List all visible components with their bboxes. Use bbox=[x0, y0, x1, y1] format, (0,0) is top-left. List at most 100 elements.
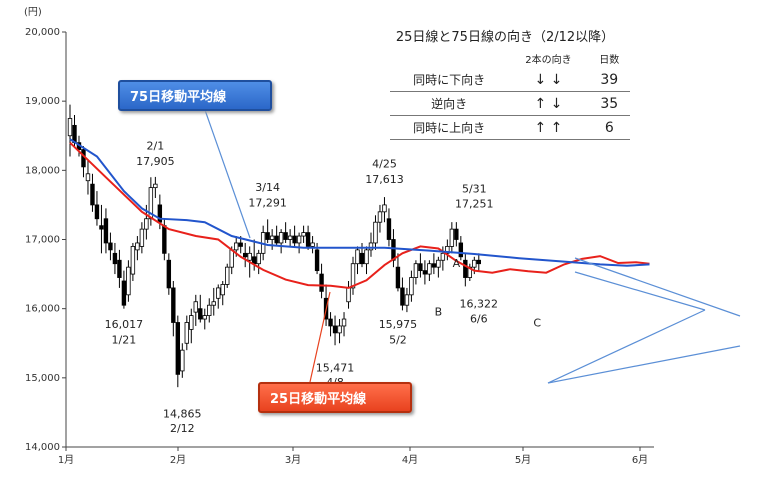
candle-body bbox=[166, 259, 172, 289]
candle-body bbox=[454, 228, 459, 240]
candle-body bbox=[472, 259, 477, 268]
data-label: 2/1 bbox=[147, 140, 165, 153]
ma25-callout-label: 25日移動平均線 bbox=[270, 392, 367, 407]
candle-body bbox=[171, 287, 176, 323]
chart-axes: 14,000 15,000 16,000 17,000 18,000 19,000 20,0… bbox=[24, 7, 654, 466]
x-tick-label: 2月 bbox=[170, 454, 186, 466]
candle-body bbox=[211, 301, 216, 306]
data-label: 17,251 bbox=[455, 198, 494, 211]
candle-body bbox=[476, 259, 481, 265]
x-tick-label: 3月 bbox=[285, 454, 301, 466]
data-label: 17,291 bbox=[248, 196, 287, 209]
data-label: 15,975 bbox=[379, 318, 418, 331]
candle-body bbox=[193, 301, 198, 313]
trendline-c bbox=[547, 309, 706, 384]
y-tick-label: 14,000 bbox=[25, 442, 60, 453]
candle-body bbox=[198, 308, 203, 320]
table-header-direction: 2本の向き bbox=[525, 55, 572, 66]
candle-body bbox=[90, 183, 95, 206]
y-tick-label: 15,000 bbox=[25, 373, 60, 384]
candle-body bbox=[103, 218, 109, 244]
candle-body bbox=[216, 287, 221, 299]
candle-body bbox=[126, 266, 131, 296]
y-unit-label: (円) bbox=[24, 7, 42, 18]
candle-body bbox=[463, 259, 468, 278]
x-tick-label: 1月 bbox=[58, 454, 74, 466]
row-days: 35 bbox=[588, 91, 630, 116]
table-row: 逆向き ↑ ↓ 35 bbox=[390, 91, 630, 116]
data-label: 17,905 bbox=[136, 155, 175, 168]
candle-body bbox=[292, 235, 297, 244]
row-label: 同時に下向き bbox=[390, 68, 509, 92]
candle-body bbox=[229, 249, 234, 268]
candle-body bbox=[238, 242, 243, 247]
candle-body bbox=[180, 349, 185, 372]
pattern-label: B bbox=[435, 306, 443, 319]
candle-body bbox=[242, 252, 248, 258]
candle-body bbox=[130, 246, 136, 275]
candle-body bbox=[67, 118, 73, 137]
x-tick-label: 6月 bbox=[632, 454, 648, 466]
candle-body bbox=[409, 277, 414, 296]
row-days: 39 bbox=[588, 68, 630, 92]
candle-body bbox=[395, 266, 401, 289]
candle-body bbox=[287, 235, 293, 240]
data-label: 15,471 bbox=[316, 362, 355, 375]
candle-body bbox=[305, 232, 311, 247]
ma75-pointer bbox=[204, 109, 251, 239]
candle-body bbox=[341, 318, 347, 327]
candle-body bbox=[368, 242, 374, 251]
candle-body bbox=[431, 263, 437, 268]
pattern-label: A bbox=[453, 257, 461, 270]
candle-body bbox=[337, 325, 342, 334]
candle-body bbox=[319, 273, 324, 292]
ma-direction-table: 25日線と75日線の向き（2/12以降） 2本の向き 日数 同時に下向き ↓ ↓… bbox=[360, 26, 650, 140]
x-tick-label: 5月 bbox=[515, 454, 531, 466]
candle-body bbox=[418, 263, 423, 272]
y-tick-label: 18,000 bbox=[25, 165, 60, 176]
candle-body bbox=[234, 242, 239, 251]
table-header-row: 2本の向き 日数 bbox=[390, 49, 630, 68]
data-label: 5/31 bbox=[462, 182, 487, 195]
table-row: 同時に下向き ↓ ↓ 39 bbox=[390, 68, 630, 92]
candle-body bbox=[332, 325, 338, 334]
candle-body bbox=[314, 249, 320, 272]
ma25-pointer bbox=[309, 291, 331, 383]
candle-body bbox=[85, 173, 91, 182]
candle-body bbox=[153, 183, 158, 189]
moving-average-lines bbox=[69, 109, 650, 383]
candle-body bbox=[445, 246, 450, 254]
data-label: 14,865 bbox=[163, 407, 202, 420]
data-label: 2/12 bbox=[170, 422, 195, 435]
candle-body bbox=[350, 263, 356, 289]
trendlines bbox=[547, 257, 741, 384]
candle-body bbox=[108, 242, 113, 251]
candle-body bbox=[458, 242, 464, 258]
candle-body bbox=[301, 232, 306, 237]
row-direction: ↓ ↓ bbox=[508, 68, 589, 92]
candle-body bbox=[413, 263, 419, 278]
candle-body bbox=[404, 294, 410, 306]
candle-body bbox=[274, 235, 279, 244]
candle-body bbox=[207, 304, 212, 316]
table-header-days: 日数 bbox=[599, 55, 620, 66]
y-tick-label: 16,000 bbox=[25, 304, 60, 315]
candle-body bbox=[144, 218, 149, 230]
candle-body bbox=[94, 204, 100, 220]
candle-body bbox=[117, 259, 122, 278]
row-label: 同時に上向き bbox=[390, 115, 509, 140]
ma-line bbox=[69, 138, 650, 267]
x-tick-label: 4月 bbox=[402, 454, 418, 466]
candle-body bbox=[373, 221, 378, 244]
table-header-blank bbox=[390, 49, 508, 68]
candle-body bbox=[382, 204, 387, 213]
candle-body bbox=[436, 259, 441, 268]
data-label: 16,017 bbox=[105, 318, 144, 331]
data-label: 6/6 bbox=[470, 313, 488, 326]
candle-body bbox=[256, 252, 261, 265]
candle-body bbox=[139, 228, 145, 247]
data-label: 1/21 bbox=[112, 333, 137, 346]
candle-body bbox=[251, 256, 257, 265]
candle-body bbox=[112, 252, 118, 265]
data-label: 17,613 bbox=[365, 173, 404, 186]
